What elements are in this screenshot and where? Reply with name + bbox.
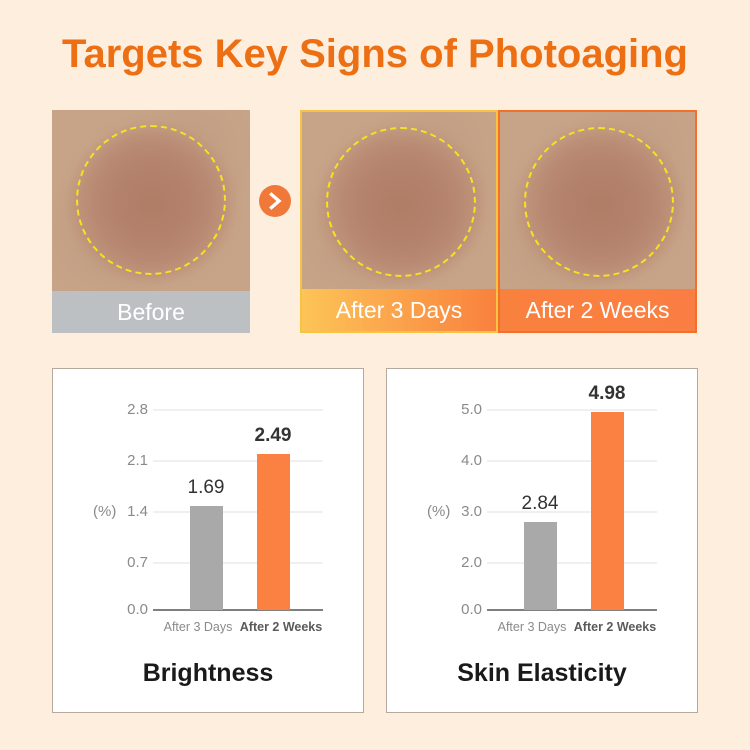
svg-text:2.84: 2.84 <box>522 493 559 514</box>
svg-text:1.69: 1.69 <box>188 477 225 498</box>
svg-text:2.8: 2.8 <box>127 401 148 418</box>
svg-text:2.1: 2.1 <box>127 452 148 469</box>
svg-text:3.0: 3.0 <box>461 503 482 520</box>
svg-text:4.0: 4.0 <box>461 452 482 469</box>
svg-text:1.4: 1.4 <box>127 503 148 520</box>
svg-text:After 2 Weeks: After 2 Weeks <box>240 620 322 634</box>
svg-text:After 2 Weeks: After 2 Weeks <box>574 620 656 634</box>
svg-text:(%): (%) <box>427 503 450 520</box>
svg-text:5.0: 5.0 <box>461 401 482 418</box>
svg-text:2.49: 2.49 <box>255 425 292 446</box>
svg-text:(%): (%) <box>93 503 116 520</box>
svg-text:0.0: 0.0 <box>127 601 148 618</box>
svg-text:2.0: 2.0 <box>461 554 482 571</box>
svg-text:After 3 Days: After 3 Days <box>498 620 567 634</box>
svg-text:0.7: 0.7 <box>127 554 148 571</box>
svg-text:4.98: 4.98 <box>589 383 626 404</box>
svg-text:After 3 Days: After 3 Days <box>164 620 233 634</box>
svg-text:0.0: 0.0 <box>461 601 482 618</box>
